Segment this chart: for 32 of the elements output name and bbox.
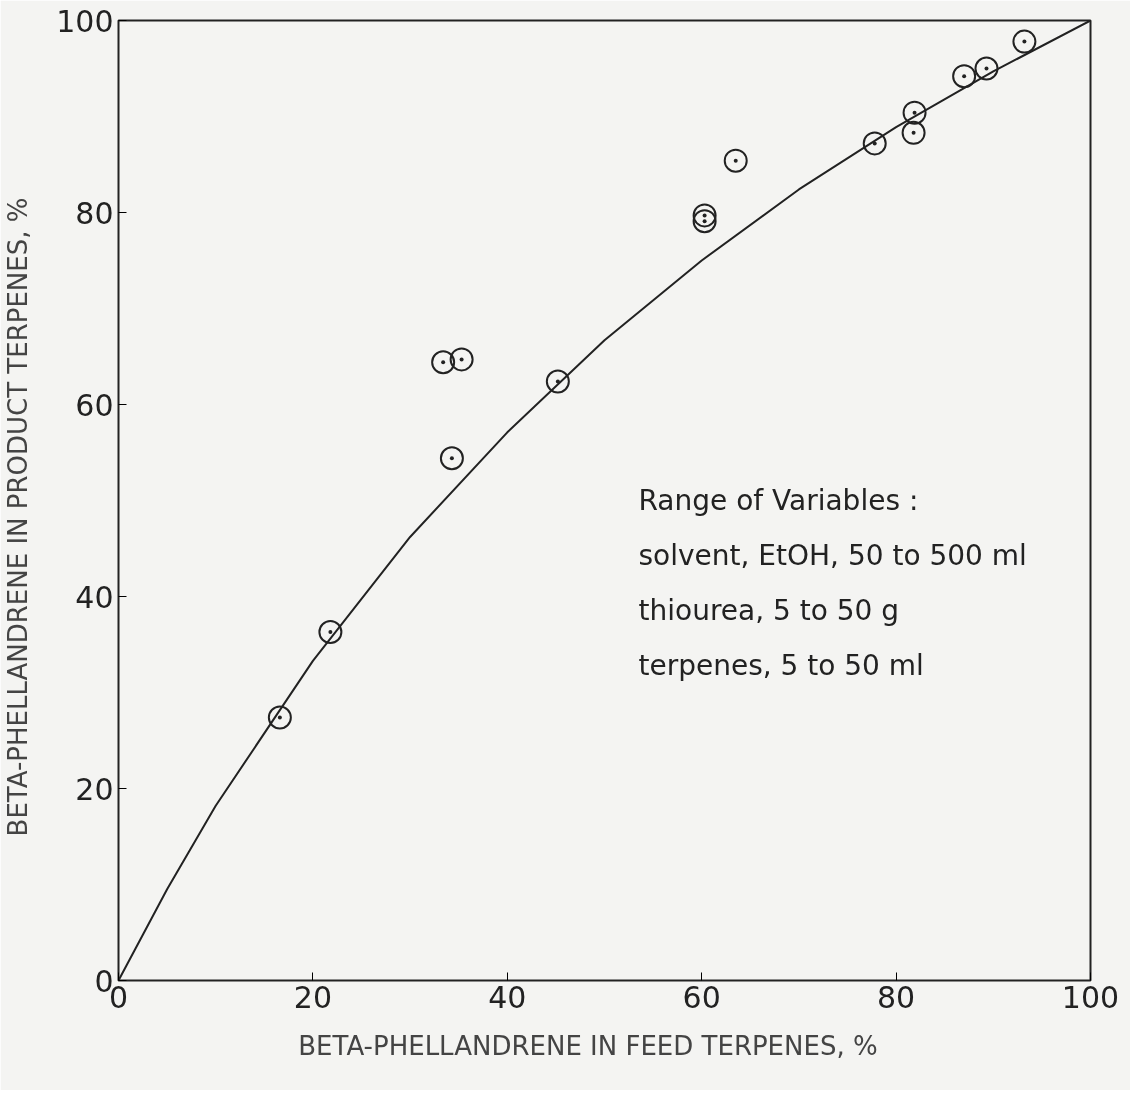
point bbox=[862, 131, 887, 156]
line-series bbox=[118, 20, 1091, 981]
point bbox=[431, 350, 456, 375]
point bbox=[692, 203, 717, 228]
x-tick-label: 20 bbox=[293, 979, 332, 1015]
x-axis-title: BETA-PHELLANDRENE IN FEED TERPENES, % bbox=[298, 1030, 878, 1061]
point bbox=[545, 369, 570, 394]
x-tick-label: 80 bbox=[877, 979, 916, 1015]
y-tick-label: 40 bbox=[75, 579, 114, 615]
point bbox=[952, 64, 977, 89]
y-tick-label: 100 bbox=[56, 3, 114, 39]
x-tick-label: 60 bbox=[682, 979, 721, 1015]
annotation: thiourea, 5 to 50 g bbox=[638, 594, 899, 627]
y-tick-label: 60 bbox=[75, 387, 114, 423]
point bbox=[318, 620, 343, 644]
y-axis-title: BETA-PHELLANDRENE IN PRODUCT TERPENES, % bbox=[3, 197, 34, 837]
y-tick-label: 20 bbox=[75, 771, 114, 807]
point bbox=[267, 705, 292, 730]
point bbox=[974, 56, 999, 81]
point bbox=[901, 120, 926, 145]
annotation: terpenes, 5 to 50 ml bbox=[638, 649, 924, 682]
y-tick-label: 80 bbox=[75, 195, 114, 231]
annotation: Range of Variables : bbox=[638, 484, 919, 517]
point bbox=[902, 100, 927, 125]
point bbox=[439, 446, 464, 471]
point bbox=[692, 209, 717, 234]
x-tick-label: 100 bbox=[1061, 979, 1120, 1015]
x-tick-label: 40 bbox=[488, 979, 527, 1015]
point bbox=[449, 347, 474, 372]
annotation: solvent, EtOH, 50 to 500 ml bbox=[638, 539, 1027, 572]
point bbox=[723, 148, 748, 173]
point bbox=[1012, 29, 1037, 54]
